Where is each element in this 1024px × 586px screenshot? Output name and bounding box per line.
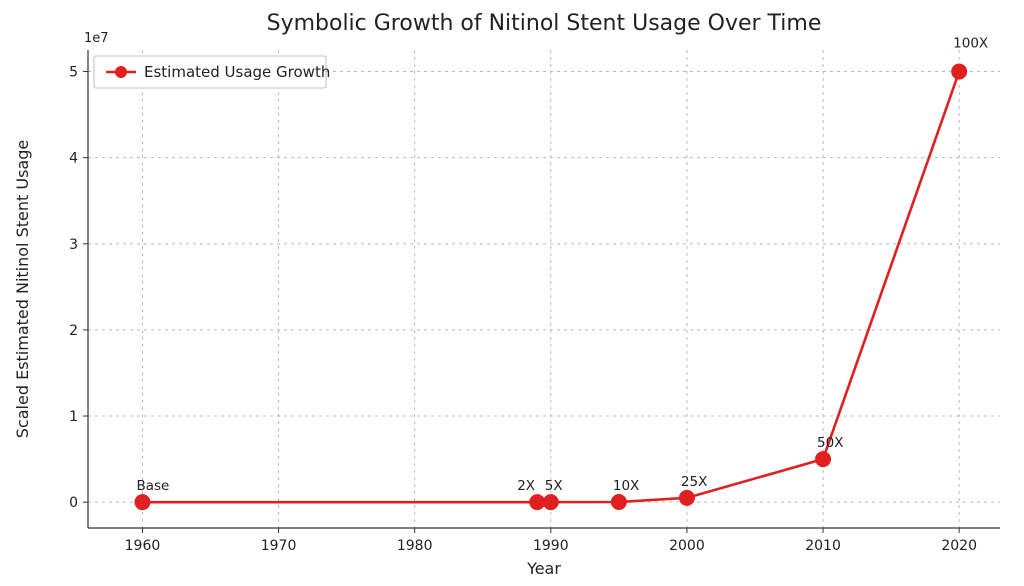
x-tick-label: 2010 [805, 538, 841, 554]
chart-title: Symbolic Growth of Nitinol Stent Usage O… [267, 11, 822, 36]
x-tick-label: 1980 [397, 538, 433, 554]
legend-label: Estimated Usage Growth [144, 63, 330, 81]
point-annotation: 100X [953, 36, 988, 52]
x-tick-label: 1970 [261, 538, 297, 554]
data-marker [611, 494, 627, 510]
y-tick-label: 1 [69, 409, 78, 425]
y-tick-label: 0 [69, 495, 78, 511]
chart-svg: 1960 1970 1980 1990 2000 2010 2020 0 1 2 3 4 5 1e7 Yea… [0, 0, 1024, 586]
point-annotation: 10X [613, 478, 639, 494]
data-marker [134, 494, 150, 510]
data-marker [529, 494, 545, 510]
y-exponent-label: 1e7 [84, 31, 109, 46]
x-axis-label: Year [526, 559, 561, 578]
x-tick-label: 2020 [941, 538, 977, 554]
legend-marker-icon [115, 66, 127, 78]
data-marker [543, 494, 559, 510]
point-annotation: 2X [517, 478, 535, 494]
data-marker [951, 64, 967, 80]
x-tick-label: 1990 [533, 538, 569, 554]
y-tick-label: 4 [69, 151, 78, 167]
point-annotation: Base [136, 478, 169, 494]
y-tick-label: 2 [69, 323, 78, 339]
y-tick-label: 3 [69, 237, 78, 253]
y-tick-label: 5 [69, 65, 78, 81]
data-marker [679, 490, 695, 506]
point-annotation: 50X [817, 435, 843, 451]
point-annotation: 25X [681, 474, 707, 490]
x-tick-label: 1960 [125, 538, 161, 554]
y-axis-label: Scaled Estimated Nitinol Stent Usage [13, 140, 32, 438]
x-tick-label: 2000 [669, 538, 705, 554]
data-marker [815, 451, 831, 467]
point-annotation: 5X [545, 478, 563, 494]
chart-container: 1960 1970 1980 1990 2000 2010 2020 0 1 2 3 4 5 1e7 Yea… [0, 0, 1024, 586]
